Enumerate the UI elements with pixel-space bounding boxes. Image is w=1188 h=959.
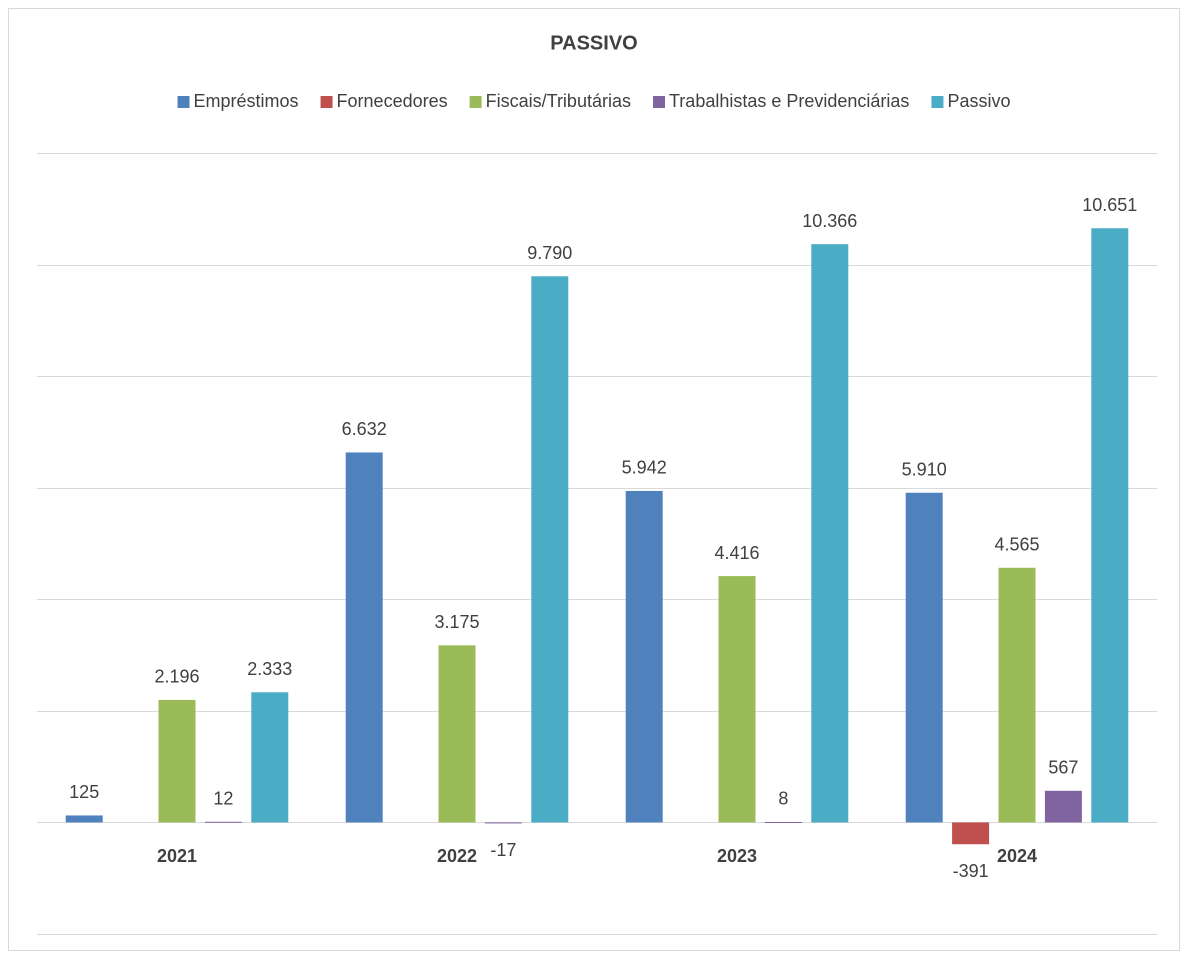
legend-swatch [320, 96, 333, 108]
value-label: 125 [69, 782, 99, 802]
value-label: 12 [213, 789, 233, 809]
x-tick-label: 2024 [997, 846, 1037, 866]
bar [1091, 228, 1129, 823]
bar [438, 645, 476, 823]
value-label: -17 [490, 840, 516, 860]
legend-label: Empréstimos [194, 91, 299, 111]
value-label: 10.366 [802, 211, 857, 231]
bar [1044, 790, 1082, 823]
legend-swatch [652, 96, 665, 108]
bar [718, 576, 756, 823]
value-label: 6.632 [342, 419, 387, 439]
value-label: 10.651 [1082, 195, 1137, 215]
bar [998, 567, 1036, 823]
x-tick-label: 2022 [437, 846, 477, 866]
legend-swatch [469, 96, 482, 108]
value-label: 8 [778, 789, 788, 809]
chart-border [8, 8, 1180, 951]
bar [204, 821, 242, 823]
value-label: -391 [953, 861, 989, 881]
legend-label: Fornecedores [337, 91, 448, 111]
x-tick-label: 2021 [157, 846, 197, 866]
bar [65, 815, 103, 823]
bar [764, 821, 802, 823]
value-label: 3.175 [434, 612, 479, 632]
value-label: 9.790 [527, 243, 572, 263]
value-label: 5.910 [902, 459, 947, 479]
bar [345, 452, 383, 823]
value-label: 4.565 [994, 535, 1039, 555]
legend-label: Trabalhistas e Previdenciárias [669, 91, 909, 111]
x-tick-label: 2023 [717, 846, 757, 866]
value-label: 2.333 [247, 659, 292, 679]
legend-label: Passivo [947, 91, 1010, 111]
chart-title: PASSIVO [550, 32, 637, 54]
legend-swatch [177, 96, 190, 108]
legend-label: Fiscais/Tributárias [486, 91, 631, 111]
bar [811, 244, 849, 823]
value-label: 567 [1048, 758, 1078, 778]
bar [158, 699, 196, 823]
bar [952, 822, 990, 845]
bar [531, 276, 569, 823]
bar [251, 692, 289, 823]
bar [625, 490, 663, 823]
value-label: 4.416 [714, 543, 759, 563]
value-label: 5.942 [622, 458, 667, 478]
bar [905, 492, 943, 823]
value-label: 2.196 [154, 667, 199, 687]
bar [484, 822, 522, 824]
legend-swatch [931, 96, 944, 108]
